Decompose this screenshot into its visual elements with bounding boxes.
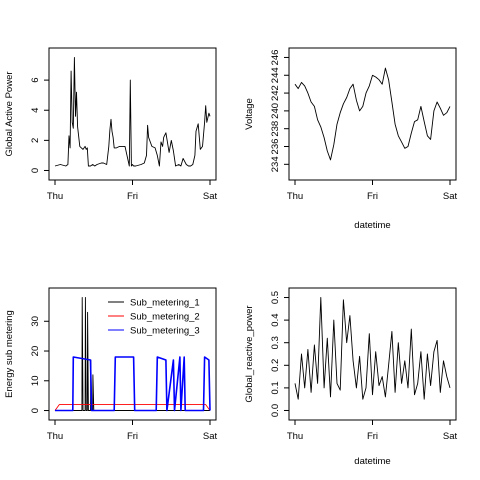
x-tick-label: Thu	[287, 191, 303, 202]
plot-frame	[288, 47, 457, 181]
y-tick-label: 30	[30, 316, 41, 327]
x-axis-label: datetime	[354, 220, 390, 231]
y-tick-label: 242	[270, 85, 281, 101]
legend-label: Sub_metering_1	[130, 298, 200, 309]
series-line-sub-metering-3	[55, 356, 211, 412]
chart-panel-4: Thu Fri Sat 0.0 0.1 0.2 0.3 0.4 0.5 Global_reacti…	[244, 287, 458, 467]
x-tick-label: Fri	[127, 191, 138, 202]
y-tick-label: 6	[30, 77, 41, 82]
y-tick-label: 20	[30, 346, 41, 357]
x-tick-label: Sat	[443, 191, 458, 202]
x-tick-label: Fri	[367, 431, 378, 442]
x-tick-label: Fri	[127, 431, 138, 442]
y-axis-label: Energy sub metering	[4, 310, 15, 398]
y-tick-label: 0.2	[270, 359, 281, 372]
x-tick-label: Thu	[47, 191, 63, 202]
chart-panel-1: Thu Fri Sat 0 2 4 6 Global Active Power	[4, 47, 218, 202]
legend-label: Sub_metering_2	[130, 312, 200, 323]
y-axis-label: Voltage	[244, 98, 255, 130]
x-tick-label: Sat	[203, 191, 218, 202]
y-tick-label: 0.5	[270, 291, 281, 304]
y-tick-label: 236	[270, 139, 281, 155]
y-tick-label: 244	[270, 67, 281, 83]
x-tick-label: Thu	[47, 431, 63, 442]
series-line-1	[294, 67, 451, 161]
series-line-1	[54, 57, 211, 167]
series-line-1	[294, 297, 451, 400]
y-tick-label: 238	[270, 121, 281, 137]
x-tick-label: Thu	[287, 431, 303, 442]
x-tick-label: Sat	[443, 431, 458, 442]
y-tick-label: 10	[30, 375, 41, 386]
y-tick-label: 4	[30, 108, 41, 113]
legend-label: Sub_metering_3	[130, 326, 200, 337]
y-tick-label: 2	[30, 138, 41, 143]
y-axis-label: Global_reactive_power	[244, 305, 255, 402]
y-tick-label: 0.1	[270, 381, 281, 394]
y-axis-label: Global Active Power	[4, 71, 15, 156]
y-tick-label: 0	[30, 408, 41, 413]
x-tick-label: Fri	[367, 191, 378, 202]
y-tick-label: 234	[270, 156, 281, 172]
y-tick-label: 246	[270, 50, 281, 66]
y-tick-label: 0.3	[270, 336, 281, 349]
x-tick-label: Sat	[203, 431, 218, 442]
y-tick-label: 0.0	[270, 404, 281, 417]
y-tick-label: 0.4	[270, 314, 281, 327]
series-line-sub-metering-2	[54, 404, 211, 411]
y-tick-label: 240	[270, 103, 281, 119]
y-tick-label: 0	[30, 168, 41, 173]
x-axis-label: datetime	[354, 456, 390, 467]
chart-panel-3: Thu Fri Sat 0 10 20 30 Energy sub metering Sub_m…	[4, 287, 218, 442]
